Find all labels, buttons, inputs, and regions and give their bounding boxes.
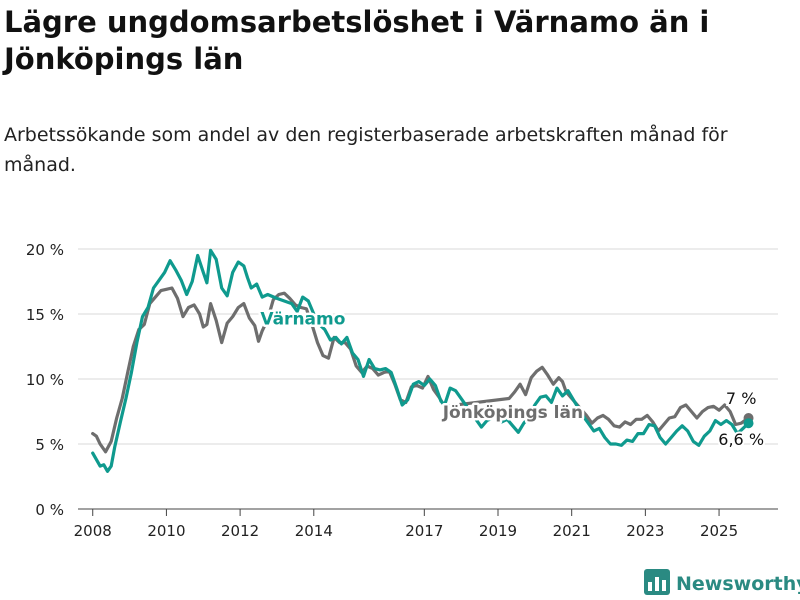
y-tick-label: 10 % [26, 371, 64, 389]
bar-chart-logo-icon [644, 569, 670, 599]
page-title: Lägre ungdomsarbetslöshet i Värnamo än i… [4, 5, 710, 76]
x-tick-label: 2017 [405, 522, 443, 540]
x-tick-label: 2010 [147, 522, 185, 540]
line-chart: 0 % 5 % 10 % 15 % 20 % 2008 2010 2012 2014 2017 20… [26, 241, 778, 540]
x-tick-label: 2008 [74, 522, 112, 540]
series-label-varnamo: Värnamo [260, 309, 345, 329]
series-end-point [743, 418, 754, 429]
series-line [91, 286, 751, 454]
axis-layer: 0 % 5 % 10 % 15 % 20 % 2008 2010 2012 2014 2017 20… [26, 241, 738, 540]
series-line [91, 248, 751, 473]
y-tick-label: 20 % [26, 241, 64, 259]
y-tick-label: 5 % [35, 436, 64, 454]
brand-name: Newsworthy [676, 573, 800, 595]
x-tick-label: 2025 [700, 522, 738, 540]
x-tick-label: 2019 [479, 522, 517, 540]
series-värnamo [91, 248, 754, 473]
series-layer [91, 248, 754, 473]
chart-subtitle: Arbetssökande som andel av den registerb… [4, 124, 728, 176]
label-layer: Värnamo Jönköpings län 7 % 6,6 % [258, 307, 766, 451]
x-tick-label: 2012 [221, 522, 259, 540]
end-value-label-varnamo: 6,6 % [718, 430, 764, 449]
y-tick-label: 0 % [35, 501, 64, 519]
series-label-lan: Jönköpings län [442, 403, 583, 423]
end-value-label-lan: 7 % [726, 389, 756, 408]
x-tick-label: 2023 [626, 522, 664, 540]
x-tick-label: 2014 [295, 522, 333, 540]
y-tick-label: 15 % [26, 306, 64, 324]
x-tick-label: 2021 [553, 522, 591, 540]
newsworthy-brand[interactable]: Newsworthy [644, 569, 800, 599]
